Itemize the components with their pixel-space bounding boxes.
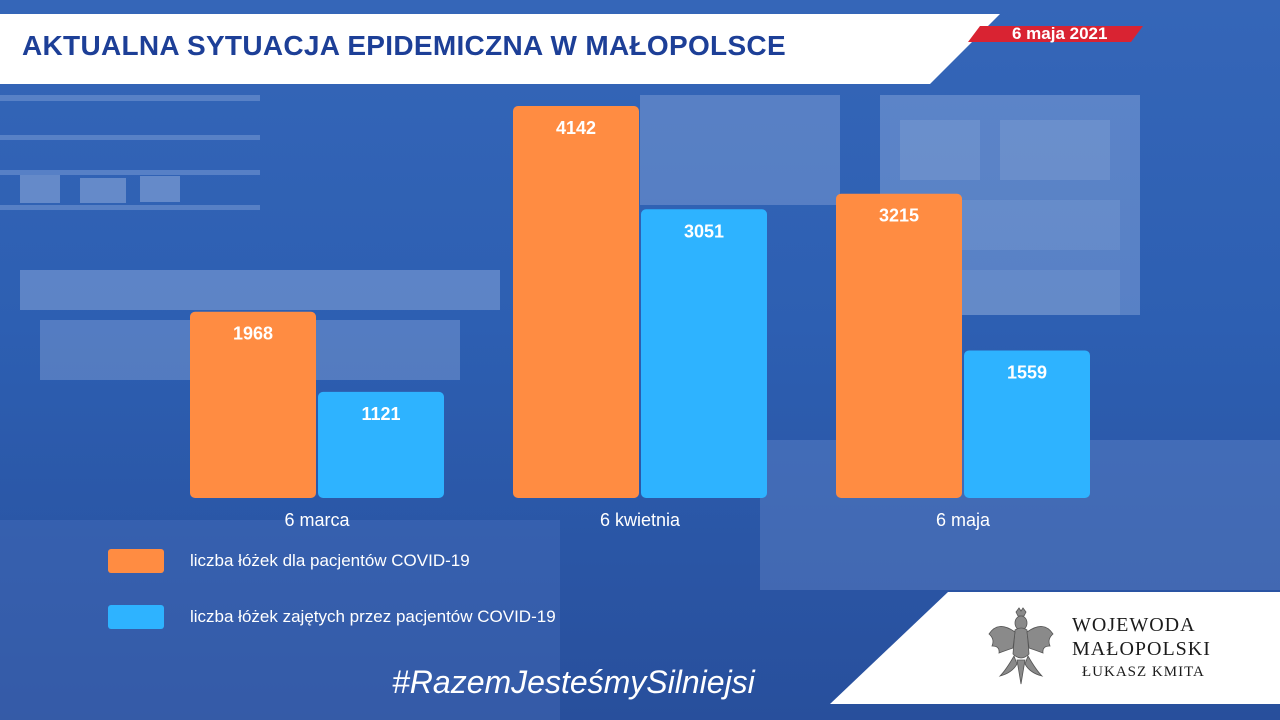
bar-beds-occupied-3 xyxy=(964,350,1090,498)
logo-line-3: ŁUKASZ KMITA xyxy=(1082,664,1205,680)
legend-label-beds-total: liczba łóżek dla pacjentów COVID-19 xyxy=(190,551,470,570)
data-label-beds-total-2: 4142 xyxy=(556,118,596,138)
bar-beds-total-3 xyxy=(836,193,962,498)
polish-eagle-icon xyxy=(988,607,1054,685)
data-label-beds-total-1: 1968 xyxy=(233,324,273,344)
hashtag: #RazemJesteśmySilniejsi xyxy=(392,664,755,700)
legend-swatch-beds-total xyxy=(108,549,164,573)
logo-line-1: WOJEWODA xyxy=(1072,614,1196,636)
page-title: AKTUALNA SYTUACJA EPIDEMICZNA W MAŁOPOLS… xyxy=(22,30,786,61)
date-stripe xyxy=(968,26,1143,42)
bar-beds-occupied-1 xyxy=(318,391,444,498)
logo-line-2: MAŁOPOLSKI xyxy=(1072,638,1211,660)
bar-beds-total-2 xyxy=(513,106,639,498)
bar-chart: 1968 1121 6 marca 4142 3051 6 kwietnia 3215 155… xyxy=(190,106,1090,530)
data-label-beds-occupied-2: 3051 xyxy=(684,221,724,241)
category-label-1: 6 marca xyxy=(284,510,350,530)
bar-beds-occupied-2 xyxy=(641,209,767,498)
legend-swatch-beds-occupied xyxy=(108,605,164,629)
bar-beds-total-1 xyxy=(190,311,316,498)
data-label-beds-occupied-1: 1121 xyxy=(361,404,400,424)
data-label-beds-occupied-3: 1559 xyxy=(1007,362,1047,382)
category-label-3: 6 maja xyxy=(936,510,991,530)
category-label-2: 6 kwietnia xyxy=(600,510,681,530)
date-label: 6 maja 2021 xyxy=(1012,24,1108,43)
title-banner xyxy=(0,14,1000,84)
legend-label-beds-occupied: liczba łóżek zajętych przez pacjentów CO… xyxy=(190,607,556,626)
data-label-beds-total-3: 3215 xyxy=(879,206,919,226)
